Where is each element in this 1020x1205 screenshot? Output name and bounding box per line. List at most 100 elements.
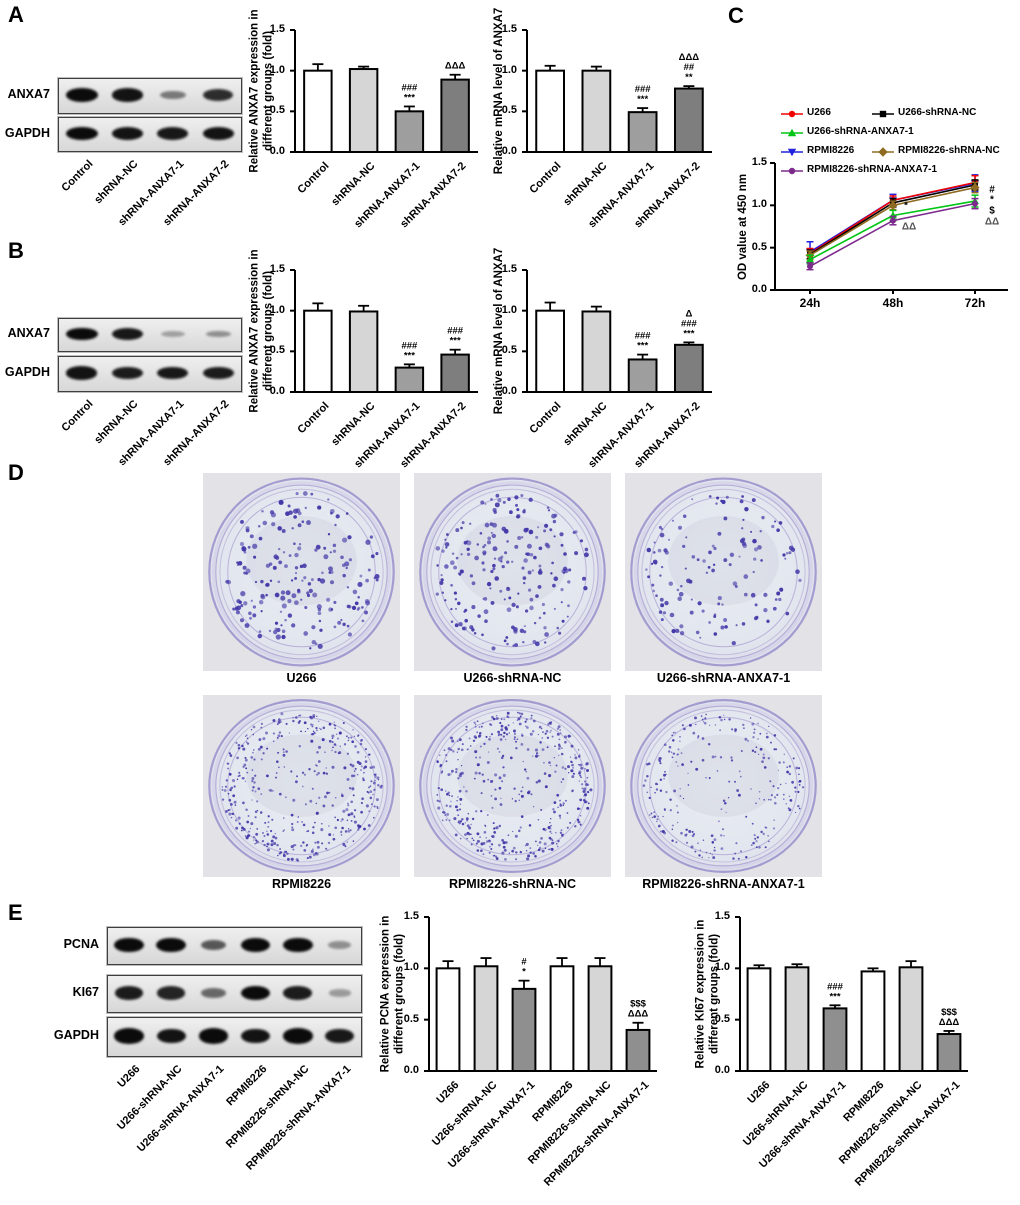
colony-dot (504, 858, 507, 861)
wb-panelb-row-gapdh (58, 356, 242, 392)
colony-dot (694, 850, 697, 853)
colony-dot (314, 548, 318, 552)
bar-Control (303, 309, 333, 394)
colony-dot (742, 518, 745, 522)
legend-marker-glyph (879, 110, 887, 118)
colony-dot (297, 523, 302, 528)
colony-dot (486, 581, 492, 587)
colony-dot (678, 591, 684, 597)
colony-dot (360, 769, 362, 771)
colony-dot (705, 777, 707, 779)
colony-dot (658, 824, 661, 828)
wb-band (114, 937, 144, 953)
colony-dot (303, 773, 306, 776)
dish-inner-ring (438, 496, 587, 648)
colony-dot (677, 765, 679, 767)
colony-dot (266, 774, 269, 778)
colony-dot (576, 807, 580, 811)
colony-dot (520, 790, 523, 793)
colony-dot (559, 729, 562, 731)
colony-dot (657, 548, 662, 553)
dish-plate (419, 698, 606, 874)
colony-dot (455, 767, 458, 771)
colony-dot (712, 856, 716, 860)
colony-dot (492, 717, 496, 721)
colony-dot (769, 798, 772, 801)
colony-dot (306, 593, 311, 598)
colony-dot (671, 628, 676, 634)
colony-dot (458, 789, 462, 793)
colony-dot (339, 745, 342, 747)
colony-dot (336, 818, 339, 822)
colony-dot (439, 580, 444, 585)
wb-band (65, 88, 98, 102)
colony-dot (310, 733, 313, 736)
colony-dot (466, 748, 469, 751)
colony-dot (659, 574, 662, 577)
y-tick-label: 0.5 (714, 1012, 730, 1025)
colony-dot (755, 846, 758, 849)
colony-dot (350, 736, 353, 739)
colony-dot (345, 735, 348, 738)
colony-dot (296, 775, 298, 778)
colony-dot (711, 841, 715, 844)
colony-dot (483, 830, 487, 834)
sig-annotation: ΔΔΔ (445, 61, 466, 72)
colony-dot (500, 555, 504, 559)
colony-dot (520, 743, 524, 746)
colony-dot (757, 738, 759, 740)
y-tick-label: 0.5 (269, 344, 285, 357)
colony-dot (719, 756, 723, 759)
colony-dot (577, 820, 581, 824)
colony-dot (529, 851, 532, 855)
colony-dot (699, 849, 702, 851)
colony-dot (688, 830, 692, 833)
colony-dot (262, 520, 268, 526)
colony-dot (294, 600, 299, 606)
dish-rim-ring (633, 481, 814, 663)
colony-dot (245, 568, 251, 574)
colony-dot (285, 850, 288, 853)
colony-dot (509, 756, 513, 760)
colony-dot (466, 824, 470, 828)
colony-dot (329, 570, 334, 574)
colony-dot (225, 779, 228, 782)
colony-dot (334, 727, 336, 730)
chart-annotation: ΔΔ (984, 216, 1000, 228)
colony-dot (529, 732, 533, 736)
colony-dot (713, 846, 716, 849)
sig-annotation: $$$ (630, 999, 647, 1010)
colony-dot (505, 733, 509, 736)
colony-dot (775, 748, 778, 751)
colony-dot (317, 611, 322, 616)
colony-dot (458, 808, 462, 811)
colony-dot (238, 771, 241, 774)
colony-dot (680, 752, 683, 754)
bar-shRNA-NC (581, 310, 612, 393)
x-tick-label: 72h (964, 296, 986, 310)
colony-dot (301, 785, 304, 788)
sig-annotation: ΔΔΔ (628, 1009, 649, 1020)
colony-dot (437, 806, 441, 810)
colony-dot (261, 831, 265, 835)
colony-dot (445, 760, 448, 763)
colony-dot (584, 768, 586, 770)
y-tick-label: 1.5 (269, 23, 285, 35)
data-point-RPMI8226-shRNA-ANXA7-1 (807, 263, 813, 270)
colony-dot (282, 748, 285, 751)
colony-dot (583, 793, 588, 797)
colony-dot (343, 766, 347, 770)
colony-dot (659, 532, 665, 538)
colony-dot (440, 578, 444, 582)
colony-dot (490, 569, 494, 574)
colony-dot (739, 499, 744, 504)
colony-dot (788, 808, 792, 812)
colony-dot (499, 738, 503, 741)
colony-dot (494, 576, 499, 581)
colony-dot (346, 585, 350, 589)
colony-dot (435, 546, 441, 551)
colony-dot (763, 799, 765, 801)
colony-dot (507, 497, 511, 501)
colony-dot (755, 802, 757, 805)
colony-dot (759, 529, 762, 533)
